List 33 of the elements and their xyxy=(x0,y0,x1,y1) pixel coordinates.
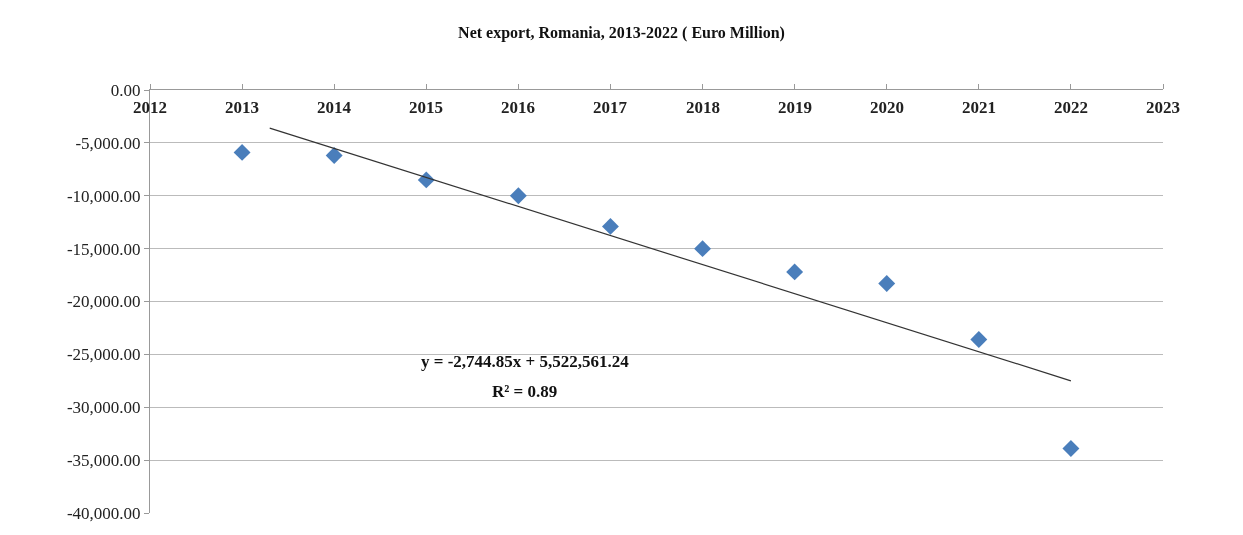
point xyxy=(694,240,711,258)
x-tick-label: 2014 xyxy=(317,98,352,117)
x-tick-label: 2020 xyxy=(870,98,904,117)
x-tick-label: 2016 xyxy=(501,98,535,117)
x-tick-label: 2019 xyxy=(778,98,812,117)
y-tick-label: -25,000.00 xyxy=(66,345,141,365)
x-tick-label: 2013 xyxy=(225,98,259,117)
y-tick-label: 0.00 xyxy=(110,80,141,100)
y-tick-label: -20,000.00 xyxy=(66,292,141,312)
x-tick-label: 2018 xyxy=(686,98,720,117)
annotation: y = -2,744.85x + 5,522,561.24 xyxy=(421,352,630,371)
point xyxy=(325,147,343,165)
point xyxy=(233,143,251,161)
x-tick-label: 2015 xyxy=(409,98,443,117)
y-tick-label: -5,000.00 xyxy=(75,133,141,153)
point xyxy=(970,331,988,349)
y-tick-label: -30,000.00 xyxy=(66,398,141,418)
x-tick-label: 2017 xyxy=(593,98,628,117)
y-tick-label: -40,000.00 xyxy=(66,503,141,523)
x-tick-label: 2022 xyxy=(1054,98,1088,117)
y-tick-label: -15,000.00 xyxy=(66,239,141,259)
point xyxy=(509,187,527,205)
y-tick-label: -10,000.00 xyxy=(66,186,141,206)
annotation: R² = 0.89 xyxy=(492,382,558,401)
x-tick-label: 2023 xyxy=(1146,98,1180,117)
point xyxy=(602,217,619,235)
point xyxy=(1062,440,1080,457)
x-tick-label: 2012 xyxy=(133,98,167,117)
y-tick-label: -35,000.00 xyxy=(66,451,141,471)
point xyxy=(786,263,804,281)
chart-title: Net export, Romania, 2013-2022 ( Euro Million) xyxy=(458,23,785,42)
x-tick-label: 2021 xyxy=(962,98,996,117)
point xyxy=(878,275,896,292)
